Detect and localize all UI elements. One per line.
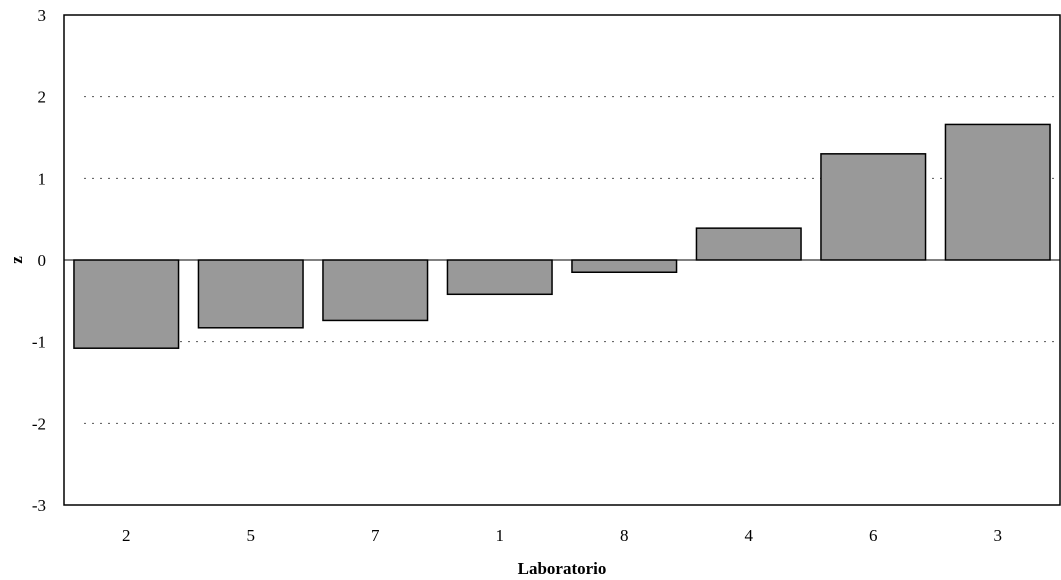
- x-tick-label: 7: [371, 526, 380, 545]
- bar-2: [73, 259, 180, 349]
- x-tick-label: 3: [994, 526, 1003, 545]
- bars: [73, 123, 1051, 349]
- y-tick-label: 1: [38, 169, 47, 188]
- x-tick-label: 6: [869, 526, 878, 545]
- x-tick-label: 2: [122, 526, 131, 545]
- x-tick-label: 8: [620, 526, 629, 545]
- x-tick-label: 1: [496, 526, 505, 545]
- plot-frame: [63, 14, 1061, 506]
- y-tick-label: 2: [38, 88, 47, 107]
- bar-4: [695, 227, 802, 261]
- y-tick-label: 3: [38, 6, 47, 25]
- bar-1: [446, 259, 553, 296]
- bar-5: [197, 259, 304, 329]
- y-tick-label: -3: [32, 496, 46, 515]
- x-axis-label: Laboratorio: [518, 559, 607, 578]
- y-tick-labels: 3 2 1 0 -1 -2 -3: [32, 6, 46, 515]
- x-tick-label: 5: [247, 526, 256, 545]
- y-tick-label: 0: [38, 251, 47, 270]
- y-axis-label: z: [7, 256, 26, 264]
- x-tick-labels: 2 5 7 1 8 4 6 3: [122, 526, 1002, 545]
- gridlines: [84, 96, 1060, 424]
- y-tick-label: -2: [32, 414, 46, 433]
- y-tick-label: -1: [32, 333, 46, 352]
- bar-8: [571, 259, 678, 273]
- bar-6: [820, 153, 927, 261]
- bar-7: [322, 259, 429, 322]
- bar-3: [944, 123, 1051, 261]
- x-tick-label: 4: [745, 526, 754, 545]
